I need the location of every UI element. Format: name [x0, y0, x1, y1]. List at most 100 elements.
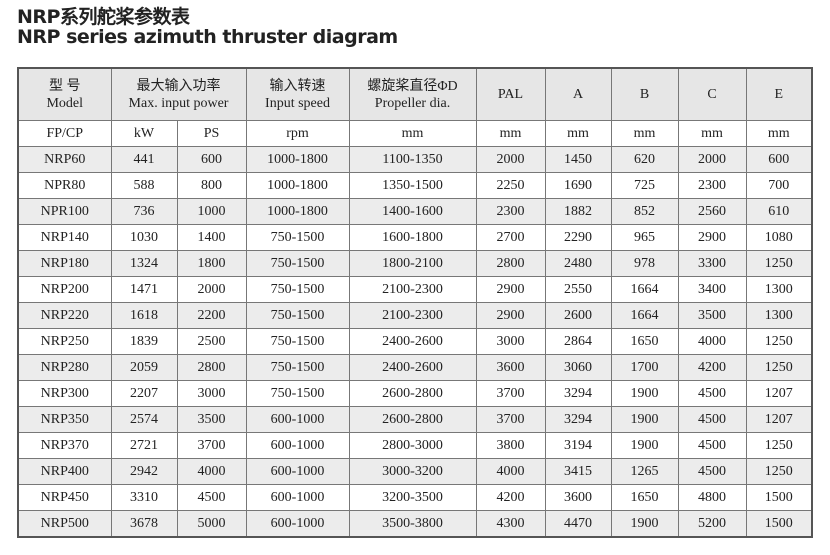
table-row: NRP200 1471 2000 750-1500 2100-2300 2900 2550 1… — [17, 276, 813, 303]
value-cell: 725 — [610, 172, 679, 199]
value-cell: 2400-2600 — [348, 354, 477, 381]
value-cell: 2574 — [110, 406, 178, 433]
unit-cell: mm — [544, 120, 612, 147]
value-cell: 1350-1500 — [348, 172, 477, 199]
value-cell: 4500 — [677, 406, 747, 433]
unit-cell: kW — [110, 120, 178, 147]
value-cell: 1650 — [610, 484, 679, 511]
thruster-spec-table: 型 号 Model 最大输入功率 Max. input power 输入转速 Input … — [17, 67, 813, 538]
value-cell: 4000 — [176, 458, 247, 485]
value-cell: 3000 — [176, 380, 247, 407]
value-cell: 2100-2300 — [348, 302, 477, 329]
value-cell: 4000 — [475, 458, 546, 485]
value-cell: 1080 — [745, 224, 813, 251]
value-cell: 4500 — [677, 380, 747, 407]
model-cell: NRP400 — [17, 458, 112, 485]
model-cell: NRP180 — [17, 250, 112, 277]
value-cell: 600-1000 — [245, 406, 350, 433]
header-label-en: Model — [46, 95, 84, 111]
value-cell: 1207 — [745, 406, 813, 433]
value-cell: 4800 — [677, 484, 747, 511]
value-cell: 600-1000 — [245, 510, 350, 538]
value-cell: 3400 — [677, 276, 747, 303]
value-cell: 2550 — [544, 276, 612, 303]
header-cell: 型 号 Model — [17, 67, 112, 121]
header-cell: PAL — [475, 67, 546, 121]
value-cell: 1400 — [176, 224, 247, 251]
value-cell: 4500 — [176, 484, 247, 511]
header-cell: C — [677, 67, 747, 121]
value-cell: 2480 — [544, 250, 612, 277]
model-cell: NRP140 — [17, 224, 112, 251]
value-cell: 3800 — [475, 432, 546, 459]
value-cell: 3500-3800 — [348, 510, 477, 538]
unit-cell: mm — [348, 120, 477, 147]
header-cell: 螺旋桨直径ΦD Propeller dia. — [348, 67, 477, 121]
value-cell: 3294 — [544, 380, 612, 407]
value-cell: 1030 — [110, 224, 178, 251]
model-cell: NRP300 — [17, 380, 112, 407]
table-row: NRP220 1618 2200 750-1500 2100-2300 2900 2600 1… — [17, 302, 813, 329]
value-cell: 1000-1800 — [245, 172, 350, 199]
value-cell: 1000-1800 — [245, 198, 350, 225]
value-cell: 588 — [110, 172, 178, 199]
value-cell: 800 — [176, 172, 247, 199]
table-row: NRP500 3678 5000 600-1000 3500-3800 4300 4470 1… — [17, 510, 813, 538]
value-cell: 2900 — [677, 224, 747, 251]
value-cell: 4470 — [544, 510, 612, 538]
page-title-chinese: NRP系列舵桨参数表 — [17, 6, 190, 28]
value-cell: 600-1000 — [245, 458, 350, 485]
model-cell: NRP350 — [17, 406, 112, 433]
value-cell: 1450 — [544, 146, 612, 173]
table-row: NRP350 2574 3500 600-1000 2600-2800 3700 3294 1… — [17, 406, 813, 433]
table-row: NRP300 2207 3000 750-1500 2600-2800 3700 3294 1… — [17, 380, 813, 407]
units-row: FP/CP kW PS rpm mm mm mm mm mm mm — [17, 120, 813, 147]
header-label-en: Propeller dia. — [374, 95, 451, 111]
model-cell: NRP60 — [17, 146, 112, 173]
value-cell: 600 — [176, 146, 247, 173]
value-cell: 1500 — [745, 510, 813, 538]
value-cell: 965 — [610, 224, 679, 251]
model-cell: NRP500 — [17, 510, 112, 538]
value-cell: 4300 — [475, 510, 546, 538]
unit-cell: rpm — [245, 120, 350, 147]
value-cell: 1664 — [610, 302, 679, 329]
value-cell: 1324 — [110, 250, 178, 277]
model-cell: NRP220 — [17, 302, 112, 329]
value-cell: 750-1500 — [245, 380, 350, 407]
value-cell: 3294 — [544, 406, 612, 433]
value-cell: 4500 — [677, 432, 747, 459]
header-label-en: Max. input power — [128, 95, 229, 111]
value-cell: 2400-2600 — [348, 328, 477, 355]
value-cell: 750-1500 — [245, 354, 350, 381]
value-cell: 2800 — [475, 250, 546, 277]
value-cell: 3500 — [176, 406, 247, 433]
table-row: NRP180 1324 1800 750-1500 1800-2100 2800 2480 9… — [17, 250, 813, 277]
header-label-en: Input speed — [265, 95, 330, 111]
value-cell: 5000 — [176, 510, 247, 538]
value-cell: 5200 — [677, 510, 747, 538]
header-label-en: E — [774, 87, 784, 102]
value-cell: 2250 — [475, 172, 546, 199]
value-cell: 2600-2800 — [348, 380, 477, 407]
header-cell: 最大输入功率 Max. input power — [110, 67, 247, 121]
value-cell: 1900 — [610, 380, 679, 407]
value-cell: 750-1500 — [245, 224, 350, 251]
value-cell: 2059 — [110, 354, 178, 381]
value-cell: 600-1000 — [245, 484, 350, 511]
value-cell: 750-1500 — [245, 276, 350, 303]
value-cell: 4000 — [677, 328, 747, 355]
unit-cell: FP/CP — [17, 120, 112, 147]
model-cell: NPR100 — [17, 198, 112, 225]
unit-cell: mm — [677, 120, 747, 147]
value-cell: 3194 — [544, 432, 612, 459]
value-cell: 1690 — [544, 172, 612, 199]
value-cell: 1882 — [544, 198, 612, 225]
value-cell: 2500 — [176, 328, 247, 355]
value-cell: 4500 — [677, 458, 747, 485]
value-cell: 2864 — [544, 328, 612, 355]
model-cell: NRP200 — [17, 276, 112, 303]
value-cell: 620 — [610, 146, 679, 173]
unit-cell: mm — [745, 120, 813, 147]
value-cell: 1800-2100 — [348, 250, 477, 277]
